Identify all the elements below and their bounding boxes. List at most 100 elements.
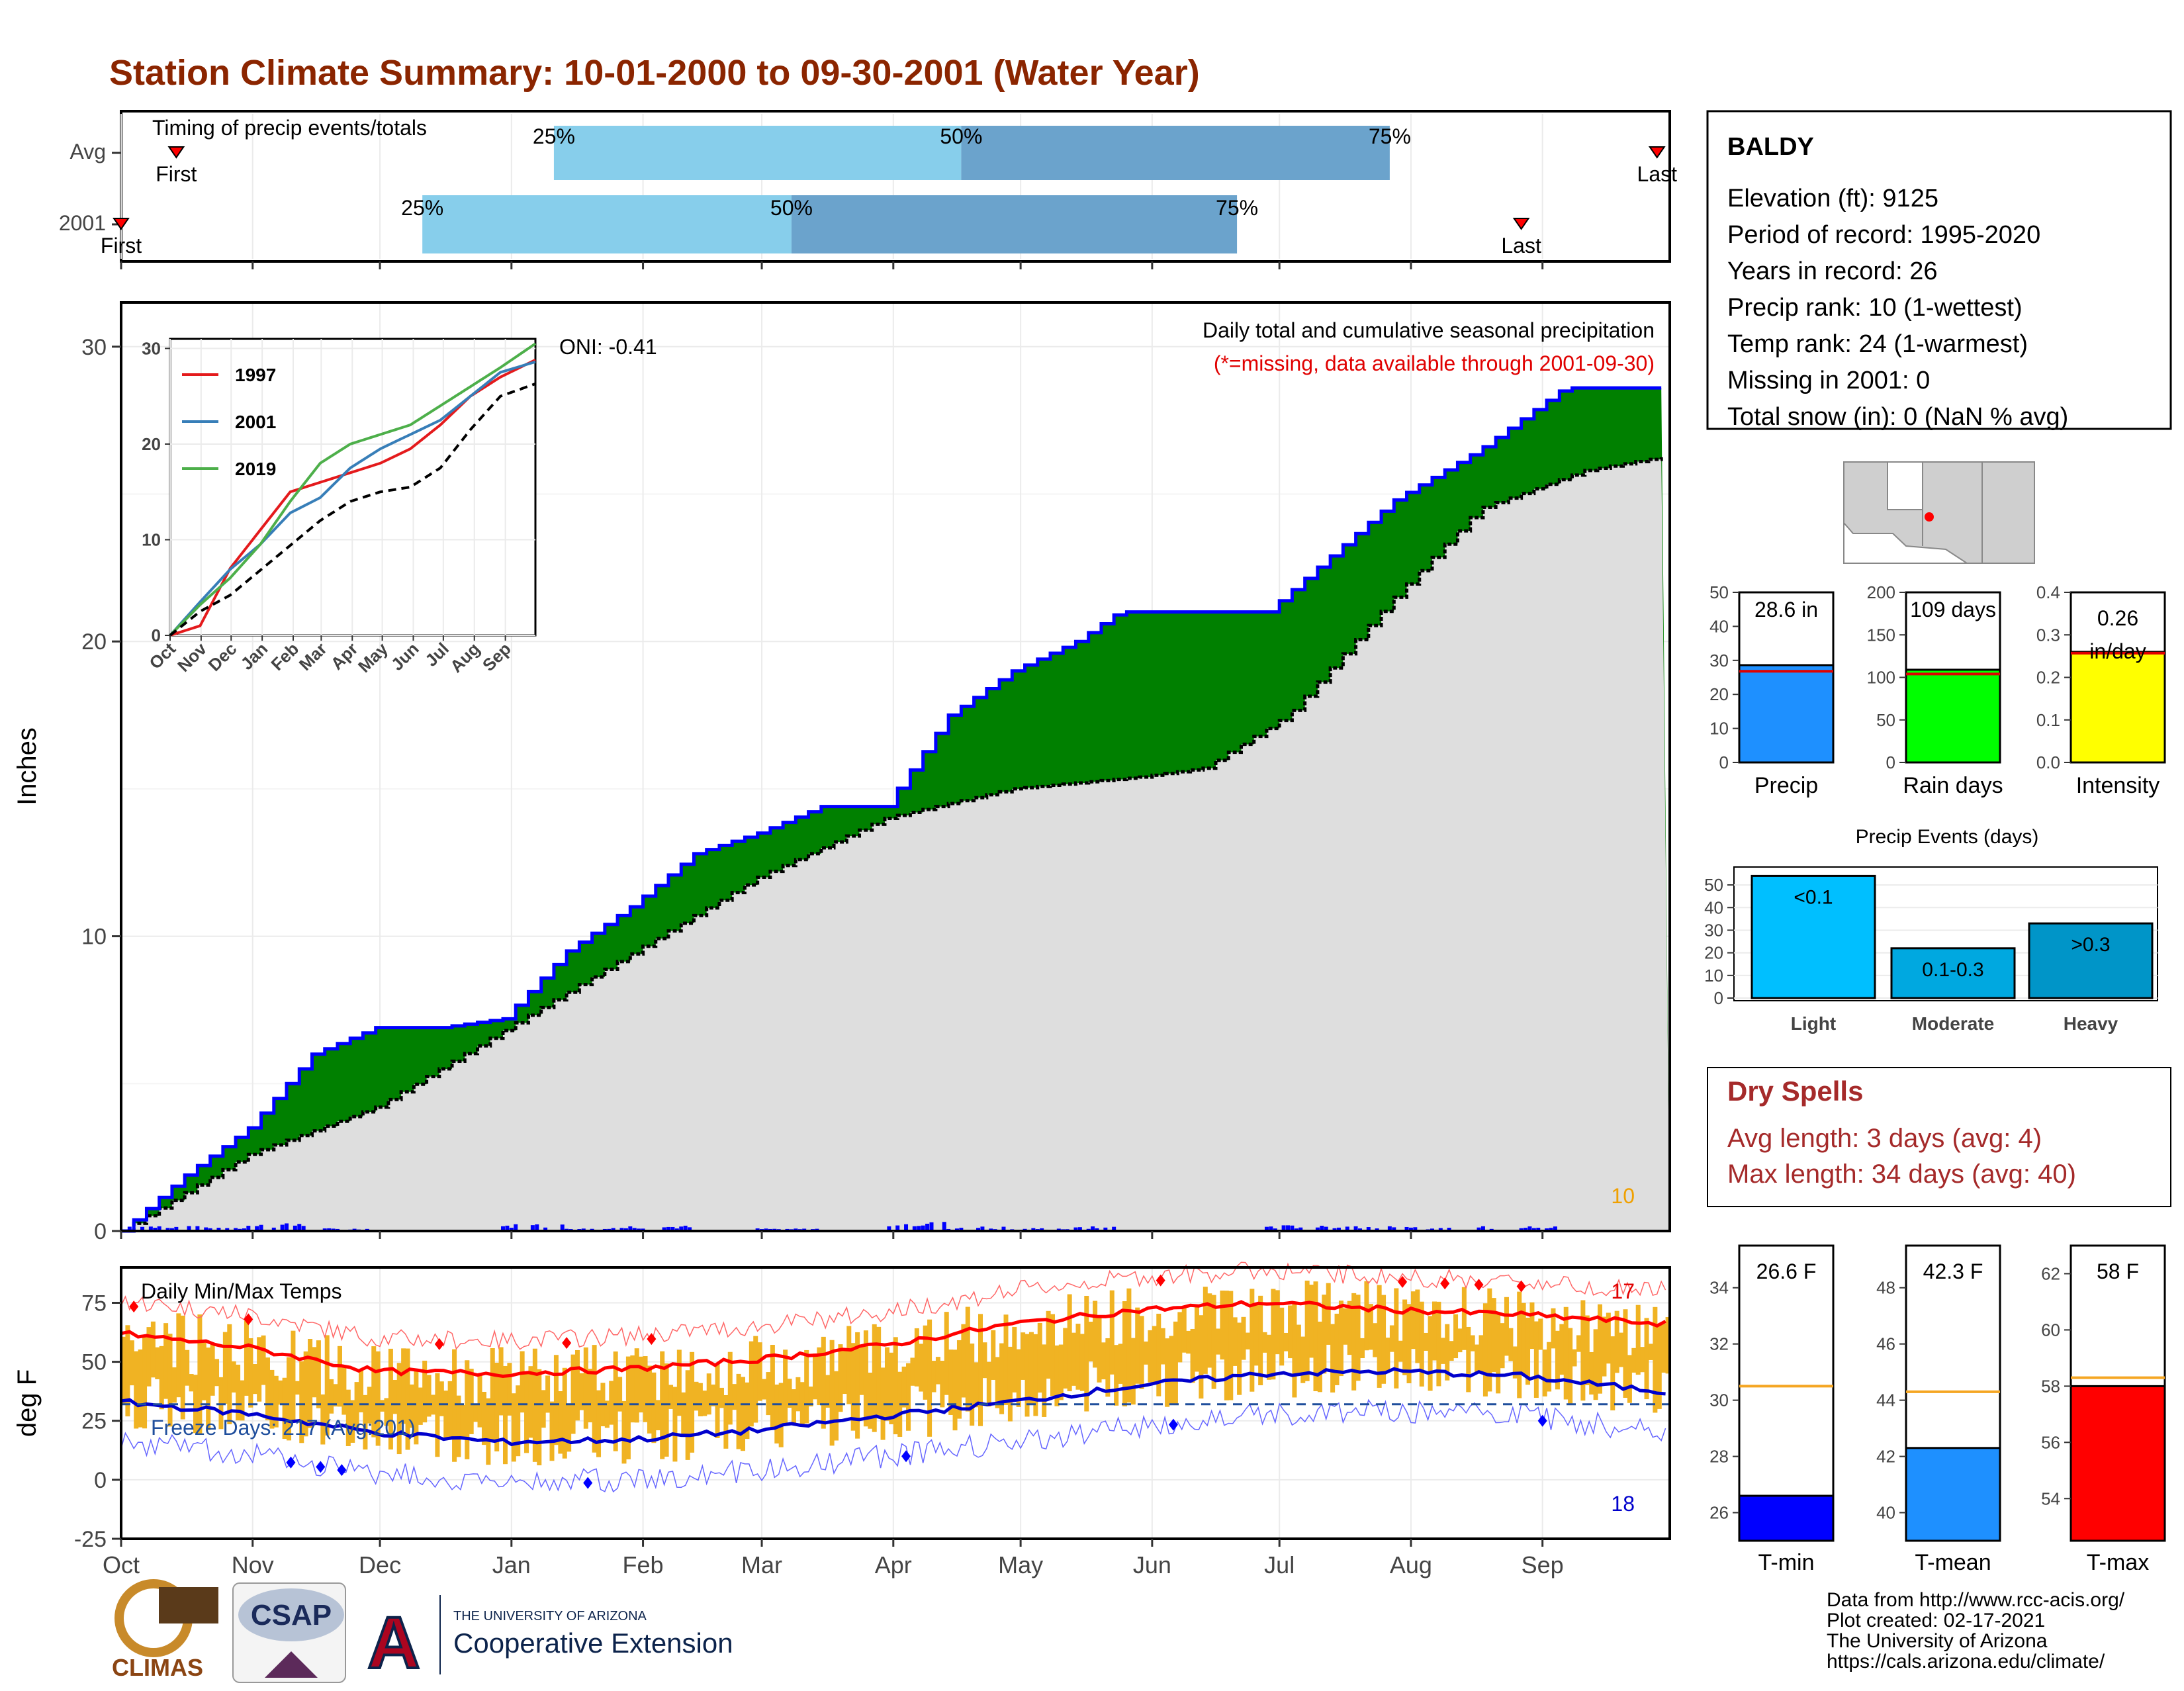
daily-temp-bar [588,1369,593,1423]
temp-mini-tick-label: 48 [1876,1278,1895,1298]
daily-temp-bar [524,1373,529,1453]
daily-temp-bar [1186,1330,1191,1354]
daily-precip-bar [1447,1228,1451,1231]
daily-precip-bar [929,1222,934,1231]
daily-temp-bar [171,1367,177,1403]
daily-temp-bar [261,1335,266,1385]
credit-line-1: Data from http://www.rcc-acis.org/ [1827,1589,2125,1611]
daily-temp-bar [1012,1326,1017,1393]
daily-precip-bar [1320,1226,1324,1231]
daily-temp-bar [944,1312,949,1395]
daily-precip-bar [959,1228,964,1231]
daily-precip-bar [259,1224,263,1231]
daily-precip-bar [1549,1228,1553,1231]
daily-temp-bar [1007,1346,1013,1422]
daily-temp-bar [396,1363,402,1455]
mini-bar-rain-days [1905,668,2001,764]
daily-temp-bar [999,1343,1005,1414]
daily-temp-bar [1241,1316,1246,1360]
daily-temp-bar [1097,1316,1102,1383]
temp-y-tick-label: 25 [81,1409,107,1434]
record-min-marker [337,1464,347,1477]
daily-temp-bar [1525,1317,1531,1385]
climas-wordmark: CLIMAS [112,1654,203,1681]
mini-bar-value: 28.6 in [1754,598,1818,621]
daily-temp-bar [1245,1332,1250,1349]
daily-temp-bar [596,1390,602,1457]
daily-temp-bar [1482,1303,1488,1396]
daily-precip-bar [225,1228,230,1231]
daily-temp-bar [392,1379,398,1414]
inset-legend: 1997 2001 2019 [182,365,276,479]
temp-mini-tick-label: 44 [1876,1391,1895,1410]
daily-temp-bar [1580,1300,1586,1401]
daily-precip-bar [1324,1226,1328,1231]
daily-temp-bar [1529,1302,1535,1349]
events-y-tick-label: 10 [1704,966,1723,985]
daily-temp-bar [1194,1305,1199,1372]
daily-temp-bar [579,1373,584,1410]
daily-temp-bar [715,1363,720,1438]
mini-bar-precip [1738,664,1835,764]
record-max-marker [1516,1280,1526,1293]
annual-temp-bars: 26.6 F 26 28 30 32 34 T-min 42.3 F 40 42 44 46 48 T-m… [1709,1244,2166,1575]
climas-emblem-block [159,1587,218,1623]
daily-precip-bar [1524,1228,1528,1231]
daily-temp-bar [1216,1328,1221,1355]
daily-temp-bar [1661,1323,1666,1373]
daily-temp-bar [197,1314,203,1434]
precip-panel-frame [120,301,1671,1232]
mini-bar-tick-label: 0.0 [2036,753,2060,772]
temp-mini-tick-label: 40 [1876,1503,1895,1523]
record-min-line [120,1398,1666,1493]
temp-axes: -25 0 25 50 75 Oct Nov Dec Jan Feb Mar Apr May Jun Jul… [74,1291,1564,1578]
daily-precip-bar [925,1223,930,1231]
avg-min-temp-line [120,1367,1666,1447]
daily-precip-bar [921,1225,925,1231]
mini-bar-tick-label: 200 [1867,582,1895,602]
daily-temp-bar [329,1379,334,1414]
daily-precip-bar [1536,1228,1541,1231]
daily-temp-bar [1440,1338,1445,1364]
daily-temp-bar [1355,1295,1361,1381]
temp-x-tick-label: Mar [741,1551,782,1578]
daily-precip-bar [1366,1227,1371,1231]
daily-temp-bar [1114,1345,1119,1406]
daily-temp-bar [460,1404,465,1438]
daily-temp-bar [1551,1308,1556,1349]
daily-precip-bar [1001,1226,1006,1231]
daily-precip-bar [688,1227,692,1231]
daily-temp-bar [1508,1328,1514,1361]
daily-precip-bar [1392,1227,1396,1231]
daily-temp-bar [1538,1318,1543,1350]
daily-temp-bar [185,1349,190,1386]
daily-temp-bar [167,1334,173,1427]
daily-temp-bar [872,1324,877,1432]
temp-mini-label: T-max [2087,1550,2149,1575]
daily-temp-bar [1250,1289,1255,1392]
daily-temp-bar [583,1347,588,1429]
legend-label-1997: 1997 [235,365,276,385]
daily-precip-bar [157,1226,161,1231]
daily-temp-bar [549,1401,555,1461]
mini-bar-tick-label: 0.1 [2036,710,2060,730]
daily-temp-bar [672,1387,678,1462]
daily-temp-bar [940,1360,945,1408]
daily-precip-bar [623,1228,628,1231]
daily-temp-bar [609,1381,614,1425]
daily-temp-bar [863,1330,868,1427]
daily-precip-bar [1404,1226,1409,1231]
station-info-box: BALDY Elevation (ft): 9125 Period of rec… [1706,110,2172,431]
daily-temp-bar [252,1364,257,1394]
daily-temp-bar [469,1369,474,1434]
inset-y-tick-label: 30 [142,338,161,358]
daily-temp-bar [770,1344,775,1428]
daily-temp-bar [681,1392,686,1434]
daily-temp-bar [443,1391,449,1438]
daily-temp-bar [991,1330,996,1380]
daily-temp-bar [1377,1285,1382,1388]
record-max-marker [562,1337,572,1349]
record-min-marker [1168,1418,1178,1431]
daily-precip-bar [666,1226,671,1231]
daily-temp-bar [380,1400,385,1412]
